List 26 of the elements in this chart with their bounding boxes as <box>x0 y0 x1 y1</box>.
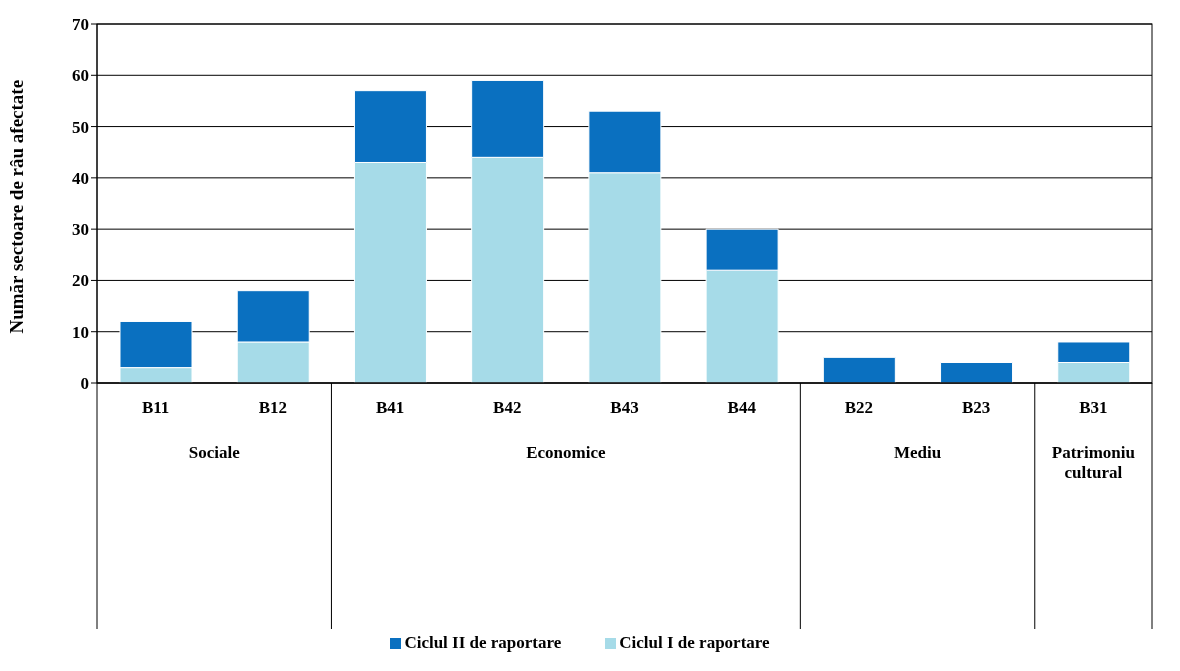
y-tick-label: 60 <box>72 66 89 86</box>
x-tick-label: B12 <box>258 398 288 418</box>
y-tick-label: 0 <box>80 374 89 394</box>
y-tick-label: 20 <box>72 271 89 291</box>
x-tick-label: B22 <box>844 398 874 418</box>
y-tick-label: 10 <box>72 322 89 342</box>
legend-label: Ciclul II de raportare <box>404 633 562 653</box>
bar <box>822 356 896 383</box>
y-tick-label: 40 <box>72 168 89 188</box>
text: Patrimoniu cultural <box>1050 443 1136 483</box>
x-tick-label: B11 <box>141 398 170 418</box>
legend-label: Ciclul I de raportare <box>619 633 770 653</box>
x-tick-label: B31 <box>1079 398 1108 418</box>
y-axis-title: Număr sectoare de râu afectate <box>5 79 27 334</box>
x-tick-label: B44 <box>727 398 757 418</box>
text: Mediu <box>892 443 943 463</box>
y-tick-label: 30 <box>72 220 89 240</box>
text: Economice <box>525 443 607 463</box>
x-tick-label: B23 <box>961 398 991 418</box>
y-tick-label: 70 <box>72 15 89 35</box>
bar <box>940 361 1014 383</box>
x-tick-label: B43 <box>610 398 639 418</box>
x-tick-label: B41 <box>375 398 405 418</box>
x-tick-label: B42 <box>493 398 522 418</box>
y-tick-label: 50 <box>72 117 89 137</box>
text: Sociale <box>187 443 241 463</box>
